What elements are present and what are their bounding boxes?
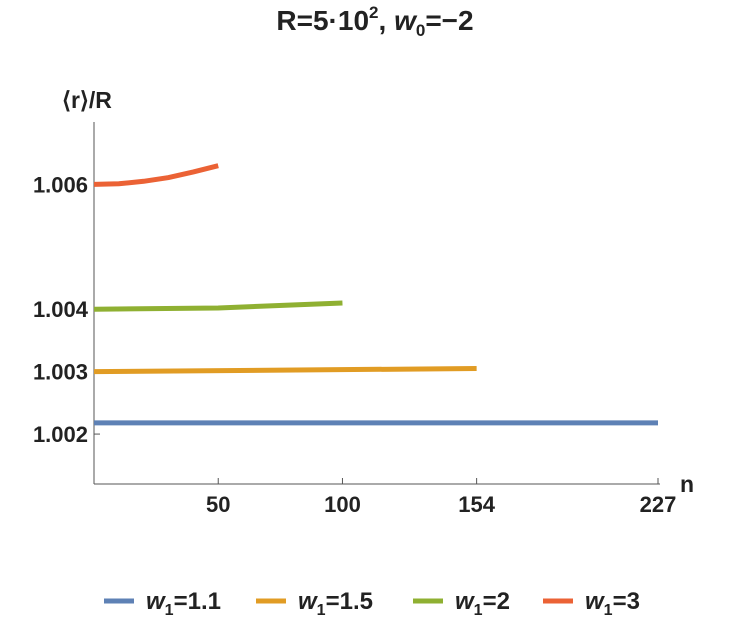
legend: w1=1.1 w1=1.5 w1=2 w1=3 (104, 588, 640, 619)
series-line-w1=3 (93, 163, 219, 187)
legend-value: =1.5 (326, 588, 373, 615)
y-ticks: 1.002 1.003 1.004 1.006 (33, 172, 100, 447)
legend-label: w1=1.5 (298, 588, 373, 619)
x-tick-label: 227 (640, 492, 677, 517)
x-tick-label: 154 (458, 492, 495, 517)
series-layer (93, 163, 658, 426)
x-ticks: 50 100 154 227 (206, 478, 676, 517)
y-tick-label: 1.006 (33, 172, 88, 197)
legend-subscript: 1 (165, 602, 174, 619)
legend-label: w1=1.1 (146, 588, 221, 619)
legend-var: w (298, 588, 318, 615)
title-variable: w (394, 5, 418, 36)
x-tick-label: 50 (206, 492, 230, 517)
legend-subscript: 1 (474, 602, 483, 619)
legend-label: w1=3 (585, 588, 640, 619)
title-subscript: 0 (416, 21, 425, 40)
y-tick-label: 1.003 (33, 360, 88, 385)
legend-var: w (146, 588, 166, 615)
legend-value: =3 (613, 588, 640, 615)
title-prefix: R=5·10 (276, 5, 369, 36)
y-axis-label: ⟨r⟩/R (62, 87, 112, 113)
title-separator: , (379, 5, 395, 36)
title-suffix: =−2 (425, 5, 473, 36)
legend-subscript: 1 (604, 602, 613, 619)
x-tick-label: 100 (324, 492, 361, 517)
series-line-w1=1.5 (93, 366, 477, 375)
legend-label: w1=2 (455, 588, 510, 619)
series-line-w1=2 (93, 300, 343, 312)
title-exponent: 2 (369, 3, 378, 22)
legend-subscript: 1 (317, 602, 326, 619)
y-tick-label: 1.002 (33, 422, 88, 447)
legend-var: w (585, 588, 605, 615)
legend-var: w (455, 588, 475, 615)
chart-title: R=5·102, w0=−2 (276, 3, 473, 40)
legend-value: =2 (483, 588, 510, 615)
legend-value: =1.1 (174, 588, 221, 615)
x-axis-label: n (680, 471, 694, 497)
y-tick-label: 1.004 (33, 297, 89, 322)
